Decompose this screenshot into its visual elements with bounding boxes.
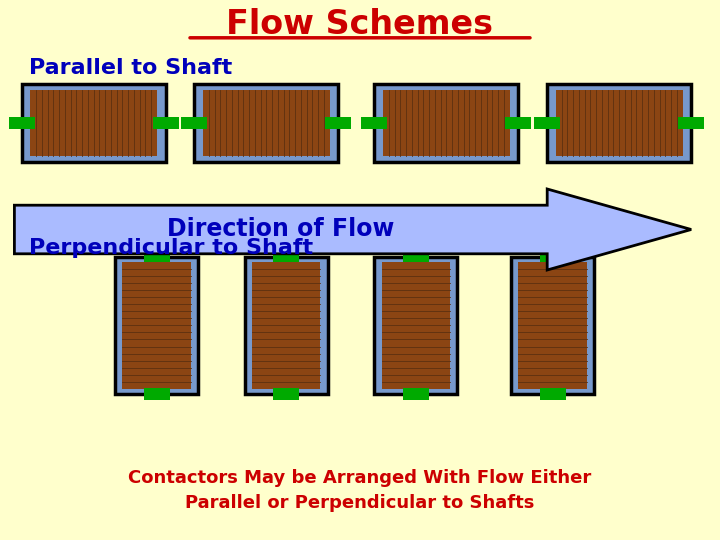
Bar (245, 256, 328, 394)
Bar (274, 388, 300, 400)
Bar (194, 84, 338, 162)
Text: Flow Schemes: Flow Schemes (227, 8, 493, 41)
Bar (534, 117, 560, 129)
Text: Parallel to Shaft: Parallel to Shaft (29, 57, 232, 78)
Bar (274, 251, 300, 262)
Bar (383, 90, 510, 156)
Bar (252, 262, 320, 389)
Bar (115, 256, 198, 394)
Bar (361, 117, 387, 129)
Text: Parallel or Perpendicular to Shafts: Parallel or Perpendicular to Shafts (185, 494, 535, 512)
Bar (403, 388, 429, 400)
Bar (511, 256, 594, 394)
Bar (144, 251, 170, 262)
Bar (518, 262, 587, 389)
Bar (382, 262, 450, 389)
Bar (144, 388, 170, 400)
Bar (540, 388, 566, 400)
Bar (325, 117, 351, 129)
Bar (203, 90, 330, 156)
Polygon shape (14, 189, 691, 270)
Bar (30, 90, 157, 156)
Bar (540, 251, 566, 262)
Bar (547, 84, 691, 162)
Bar (678, 117, 704, 129)
Bar (122, 262, 191, 389)
Bar (153, 117, 179, 129)
Bar (9, 117, 35, 129)
Bar (403, 251, 429, 262)
Text: Perpendicular to Shaft: Perpendicular to Shaft (29, 238, 313, 259)
Bar (374, 84, 518, 162)
Bar (374, 256, 457, 394)
Text: Contactors May be Arranged With Flow Either: Contactors May be Arranged With Flow Eit… (128, 469, 592, 487)
Bar (22, 84, 166, 162)
Text: Direction of Flow: Direction of Flow (167, 218, 395, 241)
Bar (505, 117, 531, 129)
Bar (181, 117, 207, 129)
Bar (556, 90, 683, 156)
